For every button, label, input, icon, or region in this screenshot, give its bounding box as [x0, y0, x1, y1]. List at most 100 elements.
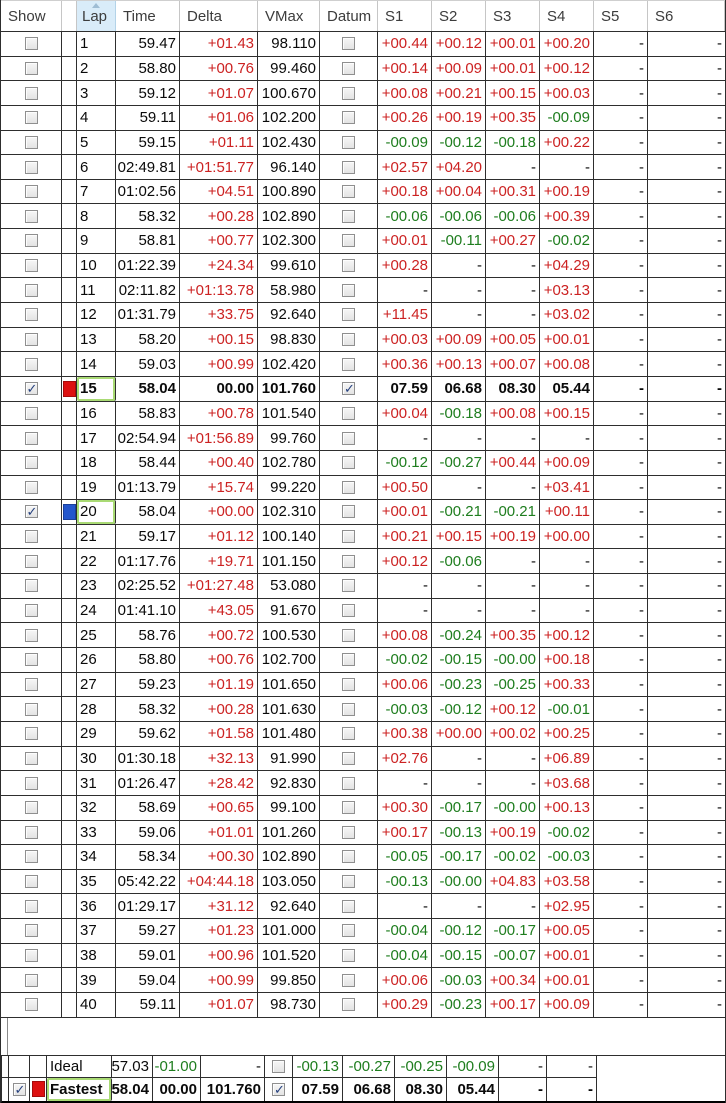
datum-checkbox[interactable] [342, 554, 355, 568]
show-checkbox[interactable] [24, 973, 38, 987]
datum-checkbox[interactable] [342, 406, 355, 420]
lap-row-21[interactable]: 21 59.17 +01.12 100.140 +00.21 +00.15 +00.19 +0… [1, 524, 725, 550]
datum-checkbox[interactable] [342, 973, 355, 987]
show-checkbox[interactable] [24, 604, 38, 618]
datum-checkbox[interactable] [342, 899, 355, 913]
show-checkbox[interactable] [24, 456, 38, 470]
lap-row-12[interactable]: 12 01:31.79 +33.75 92.640 +11.45- - +03.02- - [1, 303, 725, 328]
datum-checkbox[interactable] [342, 61, 355, 75]
datum-checkbox[interactable] [342, 949, 355, 963]
lap-row-37[interactable]: 37 59.27 +01.23 101.000 -00.04 -00.12 -00.17 +0… [1, 919, 725, 944]
datum-checkbox[interactable] [342, 604, 355, 618]
lap-row-8[interactable]: 8 58.32 +00.28 102.890 -00.06 -00.06 -00.06 +00… [1, 204, 725, 230]
lap-row-35[interactable]: 35 05:42.22 +04:44.18 103.050 -00.13 -00.00 +0… [1, 869, 725, 895]
column-header-lap[interactable]: Lap [77, 1, 116, 31]
lap-row-15[interactable]: 15 58.04 00.00 101.760 07.59 06.68 08.30 05.44 -… [1, 376, 725, 402]
lap-row-33[interactable]: 33 59.06 +01.01 101.260 +00.17 -00.13 +00.19 -0… [1, 820, 725, 846]
lap-row-5[interactable]: 5 59.15 +01.11 102.430 -00.09 -00.12 -00.18 +00… [1, 130, 725, 156]
datum-checkbox[interactable] [342, 259, 355, 273]
show-checkbox[interactable] [24, 160, 38, 174]
show-checkbox[interactable] [24, 333, 38, 346]
lap-row-19[interactable]: 19 01:13.79 +15.74 99.220 +00.50- - +03.41- - [1, 475, 725, 501]
datum-checkbox[interactable] [342, 283, 355, 297]
datum-checkbox[interactable] [342, 333, 355, 346]
show-checkbox[interactable] [24, 431, 38, 445]
lap-row-20[interactable]: 20 58.04 +00.00 102.310 +00.01 -00.21 -00.21 +0… [1, 500, 725, 525]
column-header-s6[interactable]: S6 [648, 1, 725, 31]
column-header-s2[interactable]: S2 [432, 1, 486, 31]
lap-row-31[interactable]: 31 01:26.47 +28.42 92.830- - - +03.68- - [1, 771, 725, 796]
show-checkbox[interactable] [24, 628, 38, 642]
column-header-vmax[interactable]: VMax [258, 1, 320, 31]
show-checkbox[interactable] [24, 727, 38, 741]
datum-checkbox[interactable] [342, 825, 355, 839]
lap-row-23[interactable]: 23 02:25.52 +01:27.48 53.080 - - - - - - [1, 574, 725, 599]
lap-row-7[interactable]: 7 01:02.56 +04.51 100.890 +00.18 +00.04 +00.31… [1, 179, 725, 205]
show-checkbox[interactable] [24, 924, 38, 938]
show-checkbox[interactable] [24, 283, 38, 297]
column-header-swatch[interactable] [62, 1, 77, 31]
column-header-delta[interactable]: Delta [180, 1, 258, 31]
show-checkbox[interactable] [24, 653, 38, 667]
lap-row-24[interactable]: 24 01:41.10 +43.05 91.670 - - - - - - [1, 598, 725, 624]
show-checkbox[interactable] [24, 209, 38, 223]
column-header-s5[interactable]: S5 [594, 1, 648, 31]
datum-checkbox[interactable] [342, 431, 355, 445]
show-checkbox[interactable] [24, 406, 38, 420]
show-checkbox[interactable] [24, 37, 38, 51]
datum-checkbox[interactable] [342, 357, 355, 371]
show-checkbox[interactable] [24, 949, 38, 963]
lap-row-40[interactable]: 40 59.11 +01.07 98.730 +00.29 -00.23 +00.17 +00… [1, 992, 725, 1018]
lap-row-36[interactable]: 36 01:29.17 +31.12 92.640- - - +02.95- - [1, 894, 725, 920]
show-checkbox[interactable] [24, 185, 38, 199]
lap-row-17[interactable]: 17 02:54.94 +01:56.89 99.760 - - - - - - [1, 426, 725, 451]
datum-checkbox[interactable] [342, 653, 355, 667]
lap-row-26[interactable]: 26 58.80 +00.76 102.700 -00.02 -00.15 -00.00 +0… [1, 648, 725, 673]
show-checkbox[interactable] [24, 554, 38, 568]
datum-checkbox[interactable] [342, 530, 355, 544]
lap-row-18[interactable]: 18 58.44 +00.40 102.780 -00.12 -00.27 +00.44 +0… [1, 450, 725, 476]
fastest-color-swatch-red[interactable] [31, 1081, 45, 1098]
show-checkbox[interactable] [24, 899, 38, 913]
lap-row-29[interactable]: 29 59.62 +01.58 101.480 +00.38 +00.00 +00.02 +0… [1, 721, 725, 747]
datum-checkbox[interactable] [342, 456, 355, 470]
datum-checkbox[interactable] [342, 801, 355, 815]
datum-checkbox[interactable] [342, 381, 355, 396]
lap-row-16[interactable]: 16 58.83 +00.78 101.540 +00.04 -00.18 +00.08 +0… [1, 401, 725, 427]
show-checkbox[interactable] [24, 234, 38, 248]
datum-checkbox[interactable] [342, 234, 355, 248]
datum-checkbox[interactable] [342, 160, 355, 174]
datum-checkbox[interactable] [342, 185, 355, 199]
datum-checkbox[interactable] [342, 209, 355, 223]
lap-row-32[interactable]: 32 58.69 +00.65 99.100 +00.30 -00.17 -00.00 +00… [1, 795, 725, 821]
show-checkbox[interactable] [24, 381, 38, 396]
datum-checkbox[interactable] [342, 86, 355, 100]
datum-checkbox[interactable] [342, 628, 355, 642]
lap-row-30[interactable]: 30 01:30.18 +32.13 91.990 +02.76- - +06.89- - [1, 746, 725, 772]
lap-row-14[interactable]: 14 59.03 +00.99 102.420 +00.36 +00.13 +00.07 +0… [1, 352, 725, 377]
column-header-s3[interactable]: S3 [486, 1, 540, 31]
show-checkbox[interactable] [24, 61, 38, 75]
show-checkbox[interactable] [24, 504, 38, 519]
datum-checkbox[interactable] [342, 850, 355, 864]
datum-checkbox[interactable] [342, 776, 355, 790]
show-checkbox[interactable] [24, 875, 38, 889]
show-checkbox[interactable] [24, 825, 38, 839]
column-header-s1[interactable]: S1 [378, 1, 432, 31]
fastest-show-checkbox[interactable] [12, 1082, 26, 1097]
show-checkbox[interactable] [24, 801, 38, 815]
datum-checkbox[interactable] [342, 924, 355, 938]
datum-checkbox[interactable] [342, 751, 355, 765]
lap-row-39[interactable]: 39 59.04 +00.99 99.850 +00.06 -00.03 +00.34 +00… [1, 968, 725, 993]
datum-checkbox[interactable] [342, 37, 355, 51]
datum-checkbox[interactable] [342, 727, 355, 741]
lap-color-swatch-blue[interactable] [62, 503, 76, 520]
ideal-datum-checkbox[interactable] [272, 1059, 285, 1073]
datum-checkbox[interactable] [342, 875, 355, 889]
show-checkbox[interactable] [24, 776, 38, 790]
column-header-time[interactable]: Time [116, 1, 180, 31]
datum-checkbox[interactable] [342, 702, 355, 716]
show-checkbox[interactable] [24, 751, 38, 765]
lap-row-2[interactable]: 2 58.80 +00.76 99.460 +00.14 +00.09 +00.01 +00.… [1, 56, 725, 82]
show-checkbox[interactable] [24, 259, 38, 273]
